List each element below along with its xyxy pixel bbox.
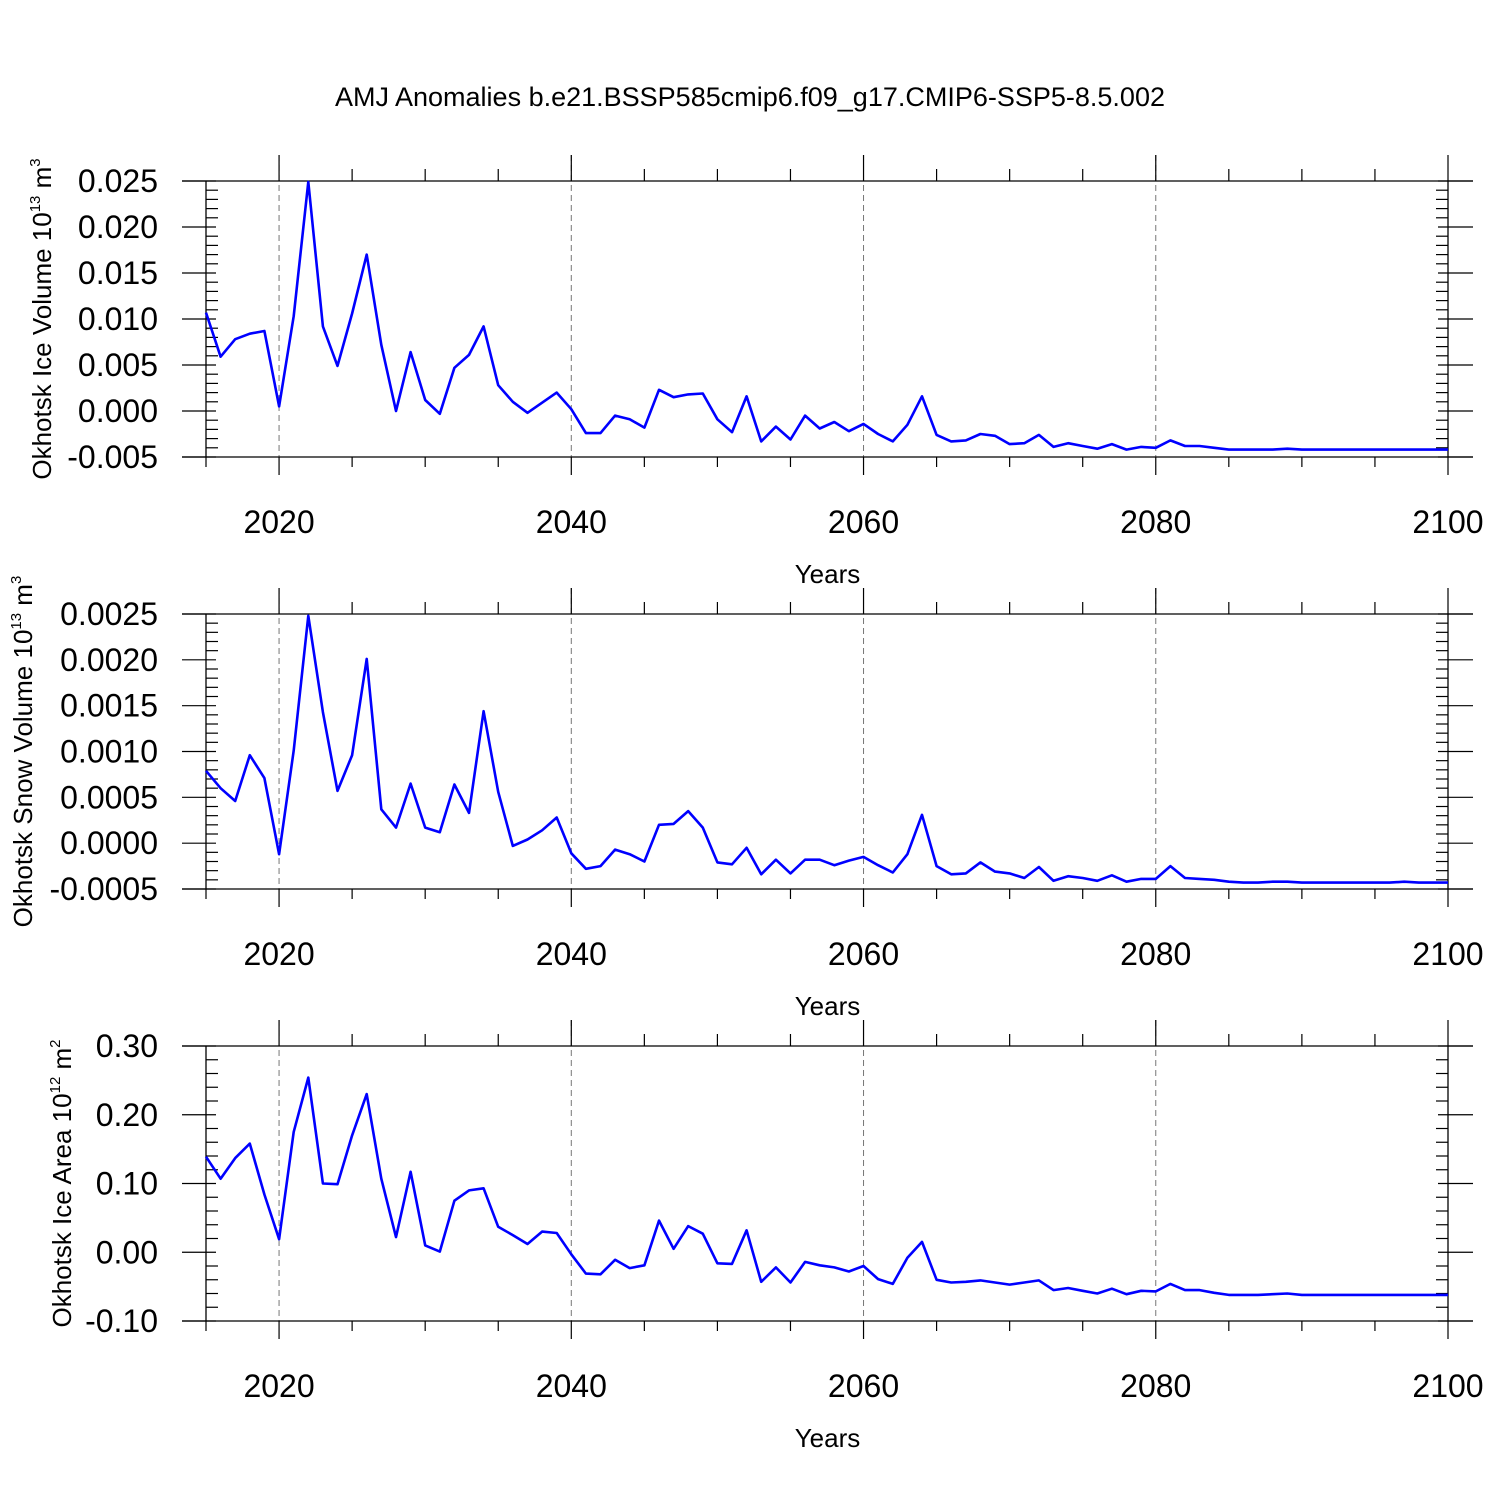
y-tick-label: 0.0005 (60, 779, 158, 815)
y-axis-label-unit-exp: 3 (8, 576, 25, 584)
y-tick-label: 0.0025 (60, 596, 158, 632)
x-tick-label: 2060 (828, 936, 899, 972)
figure-title: AMJ Anomalies b.e21.BSSP585cmip6.f09_g17… (335, 82, 1165, 112)
y-axis-label: Okhotsk Ice Area 1012 m2 (47, 1039, 77, 1327)
y-axis-label-unit-exp: 2 (47, 1039, 64, 1047)
x-tick-label: 2040 (536, 504, 607, 540)
y-tick-label: 0.010 (78, 301, 158, 337)
x-tick-label: 2040 (536, 936, 607, 972)
x-tick-label: 2080 (1120, 504, 1191, 540)
x-tick-label: 2080 (1120, 936, 1191, 972)
y-tick-label: 0.0000 (60, 825, 158, 861)
y-tick-label: 0.0010 (60, 734, 158, 770)
x-tick-label: 2080 (1120, 1368, 1191, 1404)
y-tick-label: 0.000 (78, 393, 158, 429)
y-axis-label-unit: m (47, 1048, 77, 1077)
x-tick-label: 2020 (243, 504, 314, 540)
y-tick-label: 0.015 (78, 255, 158, 291)
y-axis-label-unit-exp: 3 (27, 158, 44, 166)
y-axis-label-main: Okhotsk Snow Volume 10 (8, 630, 38, 928)
series-line (204, 180, 1448, 451)
x-axis-label: Years (795, 1423, 861, 1453)
y-tick-label: 0.005 (78, 347, 158, 383)
y-tick-label: -0.005 (67, 439, 158, 475)
x-tick-label: 2020 (243, 1368, 314, 1404)
x-tick-label: 2100 (1412, 504, 1483, 540)
y-tick-label: 0.025 (78, 163, 158, 199)
y-tick-label: -0.10 (85, 1303, 158, 1339)
y-tick-label: 0.0015 (60, 688, 158, 724)
panel-3: -0.10 0.00 0.10 0.20 0.30 2020 2040 2060 2080 210… (47, 1020, 1484, 1453)
y-axis-label-main: Okhotsk Ice Volume 10 (27, 212, 57, 479)
y-tick-label: -0.0005 (49, 871, 158, 907)
y-axis-label-exp: 13 (8, 613, 25, 630)
x-tick-label: 2040 (536, 1368, 607, 1404)
y-axis-label: Okhotsk Snow Volume 1013 m3 (8, 576, 38, 928)
y-axis-label-exp: 13 (27, 196, 44, 213)
y-axis-label-unit: m (27, 167, 57, 196)
x-axis-label: Years (795, 559, 861, 589)
x-tick-label: 2020 (243, 936, 314, 972)
x-tick-label: 2100 (1412, 936, 1483, 972)
y-tick-label: 0.020 (78, 209, 158, 245)
panel-2: -0.0005 0.0000 0.0005 0.0010 0.0015 0.0020 0.0… (8, 576, 1484, 1021)
series-line (205, 614, 1448, 884)
y-tick-label: 0.10 (96, 1166, 158, 1202)
y-axis-label-exp: 12 (47, 1077, 64, 1094)
y-tick-label: 0.0020 (60, 642, 158, 678)
y-tick-label: 0.00 (96, 1234, 158, 1270)
x-tick-label: 2100 (1412, 1368, 1483, 1404)
y-axis-label-unit: m (8, 584, 38, 613)
y-tick-label: 0.30 (96, 1028, 158, 1064)
y-axis-label-main: Okhotsk Ice Area 10 (47, 1093, 77, 1327)
x-tick-label: 2060 (828, 504, 899, 540)
panel-1: -0.005 0.000 0.005 0.010 0.015 0.020 0.025 2020… (27, 155, 1484, 589)
y-tick-label: 0.20 (96, 1097, 158, 1133)
x-axis-label: Years (795, 991, 861, 1021)
series-line (204, 1076, 1448, 1297)
x-tick-label: 2060 (828, 1368, 899, 1404)
y-axis-label: Okhotsk Ice Volume 1013 m3 (27, 158, 57, 479)
